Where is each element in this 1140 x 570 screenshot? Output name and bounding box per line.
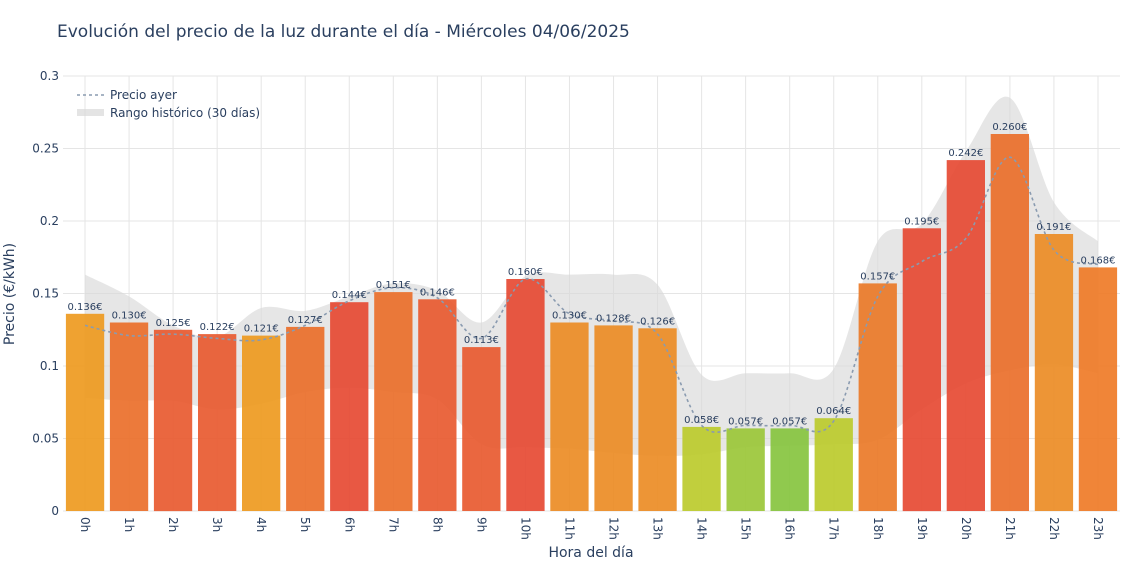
data-labels: 0.136€ 0.130€ 0.125€ 0.122€ 0.121€ 0.127€ 0.14… [68,122,1116,427]
bar-13h [638,328,677,511]
yesterday-line-layer [84,156,1099,433]
bar-10h [506,279,545,511]
y-tick-label: 0.1 [40,359,59,373]
x-tick-label: 5h [298,517,312,532]
data-label: 0.157€ [860,271,895,282]
x-tick-label: 13h [651,517,665,540]
y-tick-label: 0.3 [40,69,59,83]
x-tick-label: 1h [122,517,136,532]
data-label: 0.130€ [552,311,587,322]
data-label: 0.127€ [288,315,323,326]
data-label: 0.125€ [156,318,191,329]
legend-range-label: Rango histórico (30 días) [110,106,260,120]
y-tick-label: 0 [51,504,59,518]
data-label: 0.064€ [816,406,851,417]
x-axis-title: Hora del día [548,545,633,561]
x-axis-ticks: 0h 1h 2h 3h 4h 5h 6h 7h 8h 9h 10h 11h 12h 13h 14h 15h 16… [78,517,1105,540]
x-tick-label: 21h [1003,517,1017,540]
x-tick-label: 10h [518,517,532,540]
bar-22h [1034,234,1074,511]
bar-7h [374,292,413,511]
bar-18h [858,283,897,511]
y-axis-ticks: 0 0.05 0.1 0.15 0.2 0.25 0.3 [32,69,59,518]
historical-range-band [85,96,1098,456]
legend: Precio ayer Rango histórico (30 días) [77,88,260,120]
data-label: 0.242€ [948,148,983,159]
data-label: 0.160€ [508,267,543,278]
x-tick-label: 11h [563,517,577,540]
x-tick-label: 6h [342,517,356,532]
x-tick-label: 17h [827,517,841,540]
x-tick-label: 23h [1091,517,1105,540]
x-tick-label: 3h [210,517,224,532]
bar-1h [109,322,149,511]
bar-5h [286,326,325,511]
x-tick-label: 2h [166,517,180,532]
x-tick-label: 19h [915,517,929,540]
y-tick-label: 0.05 [32,432,59,446]
bar-2h [153,329,193,512]
data-label: 0.146€ [420,287,455,298]
data-label: 0.057€ [772,416,807,427]
data-label: 0.151€ [376,280,411,291]
y-tick-label: 0.25 [32,142,59,156]
x-tick-label: 15h [739,517,753,540]
x-tick-label: 0h [78,517,92,532]
data-label: 0.144€ [332,290,367,301]
bar-4h [242,335,281,511]
data-label: 0.058€ [684,415,719,426]
data-label: 0.195€ [904,216,939,227]
bar-15h [726,428,765,511]
bar-20h [946,160,985,511]
x-tick-label: 14h [695,517,709,540]
bar-8h [418,299,457,511]
data-label: 0.126€ [640,316,675,327]
bar-9h [462,347,501,511]
bar-21h [990,134,1029,511]
data-label: 0.113€ [464,335,499,346]
x-tick-label: 9h [474,517,488,532]
data-label: 0.128€ [596,313,631,324]
bar-12h [594,325,633,511]
yesterday-line [84,156,1099,433]
bar-6h [330,302,369,511]
data-label: 0.136€ [68,302,103,313]
historical-range-area [85,96,1098,456]
legend-yesterday-label: Precio ayer [110,88,177,102]
bars [65,134,1118,512]
bar-3h [198,334,237,511]
data-label: 0.168€ [1081,255,1116,266]
x-tick-label: 22h [1047,517,1061,540]
bar-17h [814,418,853,511]
data-label: 0.122€ [200,322,235,333]
x-tick-label: 12h [607,517,621,540]
bar-0h [65,313,105,511]
chart-title: Evolución del precio de la luz durante e… [57,22,630,42]
data-label: 0.121€ [244,324,279,335]
bar-23h [1078,267,1118,511]
data-label: 0.191€ [1036,222,1071,233]
x-tick-label: 7h [386,517,400,532]
legend-range-swatch [77,109,104,116]
bar-14h [682,426,721,511]
x-tick-label: 16h [783,517,797,540]
bar-16h [770,428,809,511]
y-tick-label: 0.15 [32,287,59,301]
x-tick-label: 20h [959,517,973,540]
x-tick-label: 4h [254,517,268,532]
y-axis-title: Precio (€/kWh) [2,243,18,345]
data-label: 0.057€ [728,416,763,427]
bar-11h [550,322,589,511]
bar-19h [902,228,941,512]
data-label: 0.130€ [112,311,147,322]
data-label: 0.260€ [992,122,1027,133]
x-tick-label: 8h [430,517,444,532]
x-tick-label: 18h [871,517,885,540]
y-tick-label: 0.2 [40,214,59,228]
